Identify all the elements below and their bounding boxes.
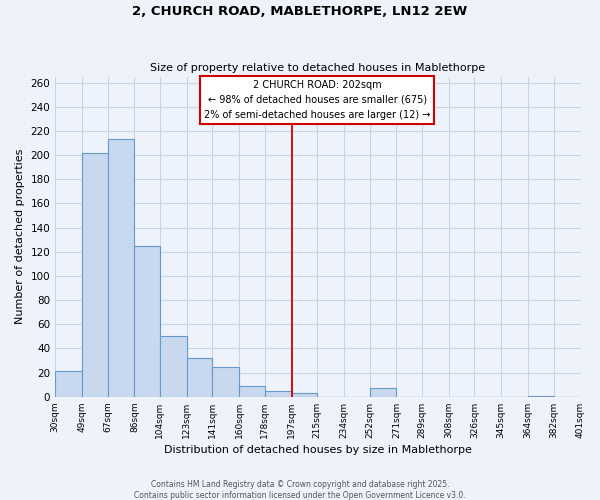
Bar — [239, 386, 265, 397]
Bar — [292, 393, 317, 397]
Text: Contains HM Land Registry data © Crown copyright and database right 2025.
Contai: Contains HM Land Registry data © Crown c… — [134, 480, 466, 500]
Bar — [187, 358, 212, 397]
X-axis label: Distribution of detached houses by size in Mablethorpe: Distribution of detached houses by size … — [164, 445, 472, 455]
Bar — [265, 391, 292, 397]
Bar — [55, 372, 82, 397]
Bar — [107, 140, 134, 397]
Bar — [160, 336, 187, 397]
Bar — [370, 388, 397, 397]
Y-axis label: Number of detached properties: Number of detached properties — [15, 149, 25, 324]
Title: Size of property relative to detached houses in Mablethorpe: Size of property relative to detached ho… — [150, 63, 485, 73]
Bar — [82, 152, 107, 397]
Bar — [134, 246, 160, 397]
Bar — [212, 366, 239, 397]
Bar — [528, 396, 554, 397]
Text: 2 CHURCH ROAD: 202sqm
← 98% of detached houses are smaller (675)
2% of semi-deta: 2 CHURCH ROAD: 202sqm ← 98% of detached … — [204, 80, 430, 120]
Text: 2, CHURCH ROAD, MABLETHORPE, LN12 2EW: 2, CHURCH ROAD, MABLETHORPE, LN12 2EW — [133, 5, 467, 18]
